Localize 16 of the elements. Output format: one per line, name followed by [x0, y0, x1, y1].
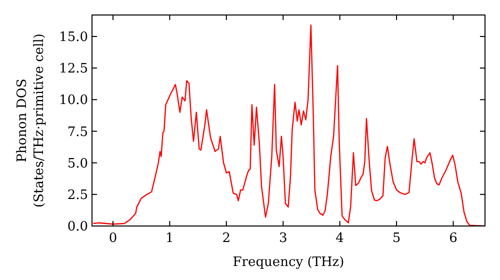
x-tick-label: 2	[222, 231, 231, 246]
x-tick-label: 0	[108, 231, 118, 246]
x-tick-label: 3	[278, 231, 288, 246]
x-axis-title: Frequency (THz)	[232, 255, 344, 270]
y-tick-label: 10.0	[59, 93, 88, 108]
x-tick-label: 4	[336, 231, 344, 246]
y-tick-label: 5.0	[67, 156, 88, 172]
y-tick-label: 12.5	[59, 62, 88, 77]
x-tick-label: 1	[166, 231, 174, 246]
x-tick-label: 5	[392, 231, 401, 246]
y-tick-label: 15.0	[59, 30, 88, 46]
y-axis-title: Phonon DOS (States/THz·primitive cell)	[15, 33, 47, 208]
y-tick-label: 2.5	[67, 188, 88, 203]
y-tick-label: 7.5	[67, 124, 88, 140]
y-tick-label: 0.0	[67, 220, 88, 235]
x-tick-label: 6	[449, 231, 458, 246]
